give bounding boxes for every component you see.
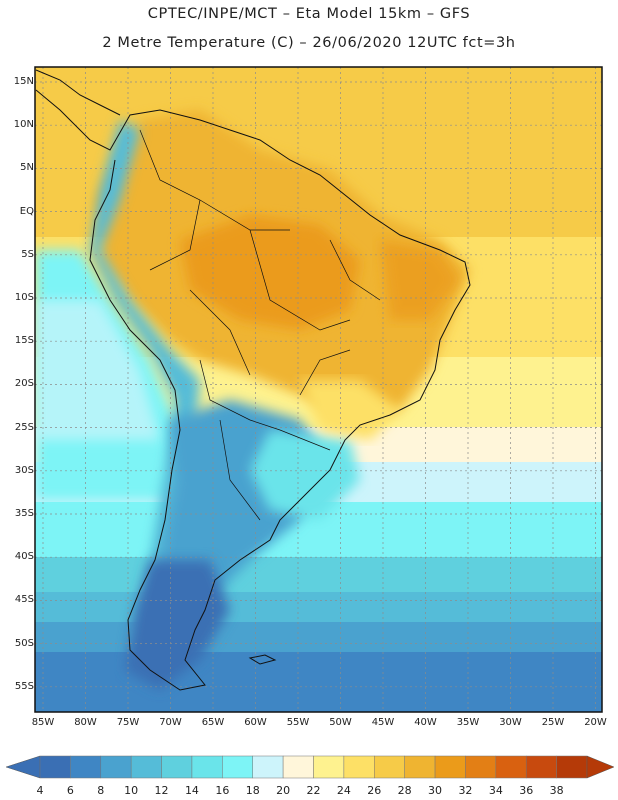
band-40s (35, 557, 602, 592)
colorbar-swatch (495, 755, 527, 779)
latitude-label: 20S (14, 378, 34, 390)
latitude-label: 40S (14, 551, 34, 563)
colorbar-swatch (556, 755, 588, 779)
longitude-label: 60W (244, 717, 267, 728)
colorbar-label: 14 (184, 784, 199, 797)
latitude-label: 35S (14, 508, 34, 519)
map-frame (34, 66, 603, 713)
latitude-label: 15N (13, 76, 34, 87)
colorbar-label: 24 (336, 784, 351, 797)
colorbar-swatch (374, 755, 405, 779)
colorbar-label: 4 (36, 784, 44, 797)
longitude-label: 30W (499, 717, 522, 728)
latitude-label: 50S (14, 637, 34, 649)
colorbar-swatch (70, 755, 102, 779)
patagonia-cold (125, 560, 230, 690)
longitude-label: 75W (116, 717, 140, 728)
colorbar (5, 755, 615, 779)
longitude-label: 25W (541, 717, 565, 728)
colorbar-label: 38 (549, 784, 564, 797)
latitude-label: 30S (14, 464, 34, 476)
latitude-label: 10N (13, 119, 34, 131)
pacific-cool-water-2 (35, 300, 160, 440)
longitude-label: 80W (74, 717, 97, 728)
coastlines (35, 69, 471, 691)
band-south (35, 652, 602, 712)
title-line-2: 2 Metre Temperature (C) – 26/06/2020 12U… (102, 35, 516, 51)
longitude-label: 40W (414, 717, 437, 728)
colorbar-swatch (130, 755, 162, 779)
longitude-label: 35W (456, 717, 480, 728)
colorbar-label: 20 (276, 784, 291, 797)
colorbar-swatch (434, 755, 466, 779)
colorbar-label: 8 (97, 784, 105, 797)
longitude-label: 45W (371, 717, 395, 728)
colorbar-swatch (465, 755, 497, 779)
colorbar-label: 28 (397, 784, 412, 797)
colorbar-label: 32 (458, 784, 473, 797)
colorbar-label: 18 (245, 784, 260, 797)
colorbar-swatch (222, 755, 253, 779)
colorbar-label: 10 (124, 784, 139, 797)
colorbar-label: 30 (428, 784, 443, 797)
colorbar-label: 16 (215, 784, 230, 797)
colorbar-swatch (313, 755, 345, 779)
colorbar-swatch (191, 755, 223, 779)
amazon-hot (180, 215, 360, 330)
colorbar-label: 34 (488, 784, 503, 797)
country-borders (139, 129, 381, 521)
south-brazil-mild (300, 380, 400, 440)
colorbar-swatch (282, 755, 314, 779)
longitude-label: 50W (329, 717, 352, 728)
south-america-coast (35, 89, 471, 691)
colorbar-label: 22 (306, 784, 321, 797)
colorbar-swatch (161, 755, 193, 779)
longitude-label: 70W (159, 717, 182, 728)
latitude-label: 55S (14, 680, 34, 692)
title-line-1: CPTEC/INPE/MCT – Eta Model 15km – GFS (147, 6, 471, 22)
colorbar-low-arrow (5, 755, 41, 779)
pampas-cool (250, 430, 360, 520)
colorbar-swatch (343, 755, 375, 779)
colorbar-high-arrow (586, 755, 615, 779)
northeast-hot (380, 240, 460, 320)
colorbar-label: 26 (367, 784, 382, 797)
band-50s (35, 622, 602, 652)
colorbar-swatch (100, 755, 132, 779)
central-america (35, 69, 121, 116)
colorbar-swatch (404, 755, 436, 779)
longitude-label: 55W (286, 717, 310, 728)
latitude-label: 5N (20, 162, 34, 174)
longitude-label: 85W (31, 717, 55, 728)
colorbar-swatch (39, 755, 71, 779)
longitude-label: 65W (201, 717, 225, 728)
latitude-label: 15S (14, 335, 34, 347)
latitude-label: 45S (14, 594, 34, 606)
colorbar-label: 12 (154, 784, 169, 797)
latitude-label: 5S (21, 248, 34, 260)
temperature-field (35, 67, 602, 712)
latitude-label: 25S (14, 421, 34, 433)
colorbar-swatch (252, 755, 284, 779)
band-45s (35, 592, 602, 622)
falklands (248, 654, 277, 665)
latitude-label: EQ (19, 205, 34, 217)
latitude-label: 10S (14, 292, 34, 303)
colorbar-label: 6 (66, 784, 74, 797)
colorbar-swatch (525, 755, 557, 779)
longitude-label: 20W (584, 717, 607, 728)
colorbar-label: 36 (519, 784, 534, 797)
